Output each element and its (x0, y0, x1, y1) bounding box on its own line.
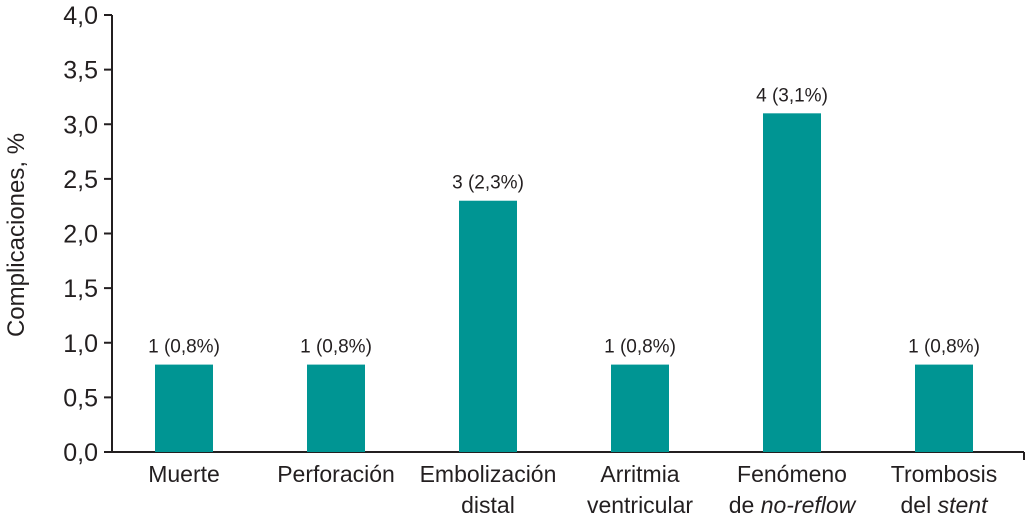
y-tick-label: 3,0 (63, 111, 98, 139)
bars: 1 (0,8%) 1 (0,8%) 3 (2,3%) 1 (0,8%) 4 (3,1%)… (148, 85, 980, 452)
y-tick-label: 0,0 (63, 439, 98, 467)
bar (155, 364, 213, 452)
y-tick-label: 0,5 (63, 384, 98, 412)
x-tick-label-line2: de no-reflow (729, 492, 857, 518)
x-tick-label-text: de (729, 492, 761, 518)
bar (459, 200, 517, 452)
x-tick-label: Arritmia (600, 461, 679, 487)
y-axis-label: Complicaciones, % (3, 133, 30, 337)
x-tick-label-text: ventricular (587, 492, 693, 518)
data-label: 1 (0,8%) (908, 337, 980, 358)
data-label: 1 (0,8%) (300, 337, 372, 358)
y-tick-label: 1,0 (63, 330, 98, 358)
bar (915, 364, 973, 452)
y-tick-label: 3,5 (63, 57, 98, 85)
x-tick-label: Embolización (420, 461, 557, 487)
y-axis: 0,0 0,5 1,0 1,5 2,0 2,5 3,0 3,5 4,0 (63, 2, 113, 467)
y-tick-label: 1,5 (63, 275, 98, 303)
x-tick-label-text: distal (461, 492, 515, 518)
x-tick-label: Muerte (148, 461, 220, 487)
data-label: 1 (0,8%) (604, 337, 676, 358)
bar (307, 364, 365, 452)
y-tick-label: 2,0 (63, 221, 98, 249)
y-tick-label: 2,5 (63, 166, 98, 194)
x-tick-label-italic: stent (938, 492, 989, 518)
x-tick-label-line2: distal (461, 492, 515, 518)
x-tick-label-italic: no-reflow (761, 492, 857, 518)
bar (763, 113, 821, 452)
bar (611, 364, 669, 452)
x-tick-label-text: del (901, 492, 938, 518)
data-label: 3 (2,3%) (452, 173, 524, 194)
x-axis: Muerte Perforación Embolización distal Arrit… (112, 451, 1025, 518)
x-tick-label: Perforación (277, 461, 395, 487)
x-tick-label-line2: ventricular (587, 492, 693, 518)
x-tick-label: Fenómeno (737, 461, 847, 487)
y-tick-label: 4,0 (63, 2, 98, 30)
data-label: 1 (0,8%) (148, 337, 220, 358)
x-tick-label-line2: del stent (901, 492, 990, 518)
x-tick-label: Trombosis (891, 461, 998, 487)
data-label: 4 (3,1%) (756, 85, 828, 106)
